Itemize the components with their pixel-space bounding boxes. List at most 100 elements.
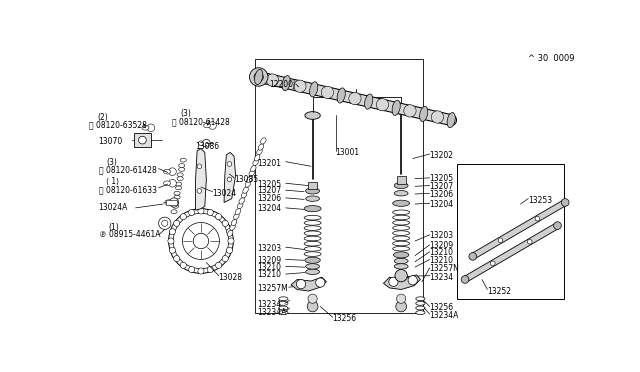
- Ellipse shape: [393, 200, 410, 206]
- Ellipse shape: [447, 112, 455, 128]
- Circle shape: [168, 168, 176, 176]
- Circle shape: [404, 105, 416, 117]
- Circle shape: [189, 266, 195, 273]
- Ellipse shape: [179, 167, 185, 171]
- Ellipse shape: [337, 88, 346, 103]
- Ellipse shape: [257, 148, 262, 155]
- Ellipse shape: [237, 202, 243, 209]
- Circle shape: [198, 141, 204, 145]
- Circle shape: [316, 278, 325, 287]
- Ellipse shape: [304, 241, 321, 246]
- Circle shape: [250, 68, 268, 86]
- Ellipse shape: [416, 306, 425, 310]
- Text: ^ 30  0009: ^ 30 0009: [528, 54, 575, 63]
- Text: 12200J: 12200J: [269, 80, 295, 89]
- Ellipse shape: [235, 209, 241, 215]
- Circle shape: [170, 198, 179, 207]
- Text: 13201: 13201: [257, 159, 281, 168]
- Circle shape: [216, 262, 221, 268]
- Text: (3): (3): [180, 109, 191, 118]
- Ellipse shape: [164, 181, 170, 186]
- Circle shape: [193, 233, 209, 249]
- Bar: [134, 133, 151, 147]
- Text: 13210: 13210: [257, 263, 281, 272]
- Text: 13204: 13204: [257, 204, 282, 213]
- Bar: [397, 176, 406, 184]
- Text: 13024: 13024: [212, 189, 237, 198]
- Circle shape: [294, 80, 306, 92]
- Ellipse shape: [231, 219, 237, 226]
- Ellipse shape: [393, 241, 410, 246]
- Ellipse shape: [174, 195, 180, 199]
- Ellipse shape: [279, 301, 288, 305]
- Ellipse shape: [416, 311, 425, 314]
- Text: 13024A: 13024A: [99, 203, 128, 212]
- Circle shape: [321, 86, 333, 99]
- Ellipse shape: [171, 210, 177, 214]
- Circle shape: [431, 111, 444, 123]
- Text: 13210: 13210: [257, 270, 281, 279]
- Text: 13204: 13204: [429, 199, 454, 209]
- Text: (2): (2): [97, 112, 108, 122]
- Text: 13028: 13028: [219, 273, 243, 282]
- Circle shape: [173, 220, 180, 227]
- Bar: [166, 200, 177, 205]
- Ellipse shape: [304, 231, 321, 235]
- Ellipse shape: [306, 196, 319, 201]
- Text: Ⓑ 08120-61428: Ⓑ 08120-61428: [172, 117, 230, 126]
- Circle shape: [139, 136, 147, 144]
- Circle shape: [168, 209, 234, 273]
- Ellipse shape: [305, 257, 320, 263]
- Circle shape: [469, 253, 477, 260]
- Ellipse shape: [177, 173, 183, 177]
- Ellipse shape: [179, 164, 185, 167]
- Circle shape: [266, 74, 278, 86]
- Circle shape: [180, 262, 186, 268]
- Ellipse shape: [394, 258, 408, 264]
- Text: 13205: 13205: [257, 180, 282, 189]
- Circle shape: [527, 240, 532, 244]
- Ellipse shape: [227, 230, 233, 237]
- Ellipse shape: [239, 198, 244, 204]
- Circle shape: [376, 99, 388, 111]
- Text: 13206: 13206: [257, 194, 282, 203]
- Ellipse shape: [251, 166, 256, 172]
- Polygon shape: [383, 275, 420, 289]
- Circle shape: [222, 220, 228, 227]
- Circle shape: [254, 73, 263, 81]
- Circle shape: [561, 199, 569, 206]
- Circle shape: [147, 124, 155, 132]
- Ellipse shape: [365, 94, 372, 109]
- Ellipse shape: [306, 269, 319, 275]
- Ellipse shape: [177, 177, 183, 180]
- Circle shape: [396, 301, 406, 312]
- Text: 13203: 13203: [429, 231, 454, 240]
- Text: ℗ 08915-4461A: ℗ 08915-4461A: [99, 230, 160, 239]
- Polygon shape: [196, 148, 206, 210]
- Ellipse shape: [304, 226, 321, 230]
- Text: ⟨ 1⟩: ⟨ 1⟩: [106, 177, 120, 186]
- Text: 13234: 13234: [429, 273, 454, 282]
- Circle shape: [389, 277, 398, 286]
- Ellipse shape: [279, 306, 288, 310]
- Circle shape: [173, 213, 228, 269]
- Ellipse shape: [304, 215, 321, 220]
- Text: 13256: 13256: [429, 303, 454, 312]
- Text: 13085: 13085: [234, 175, 258, 184]
- Ellipse shape: [279, 297, 288, 301]
- Circle shape: [207, 209, 213, 215]
- Ellipse shape: [306, 188, 319, 194]
- Circle shape: [296, 279, 306, 289]
- Circle shape: [308, 294, 317, 303]
- Ellipse shape: [282, 76, 291, 91]
- Text: Ⓑ 08120-61633: Ⓑ 08120-61633: [99, 185, 157, 194]
- Circle shape: [198, 208, 204, 214]
- Circle shape: [197, 164, 202, 169]
- Polygon shape: [463, 223, 559, 282]
- Text: 13210: 13210: [429, 248, 454, 257]
- Circle shape: [170, 247, 175, 253]
- Text: 13209: 13209: [257, 256, 282, 265]
- Text: Ⓑ 08120-63528: Ⓑ 08120-63528: [90, 120, 147, 129]
- Text: 13234: 13234: [257, 299, 282, 309]
- Text: 13070: 13070: [99, 137, 123, 146]
